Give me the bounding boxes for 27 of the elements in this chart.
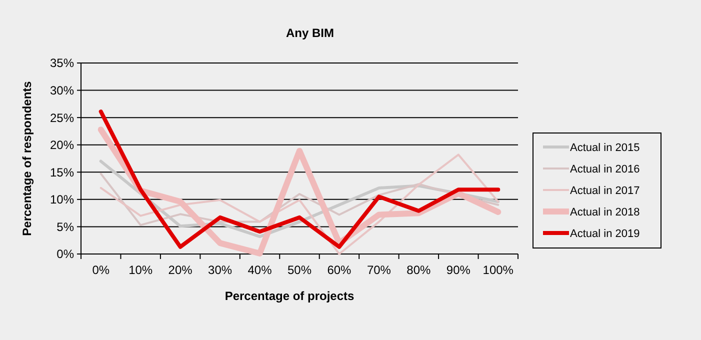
x-tick-label: 90% [446, 263, 471, 277]
x-axis-title: Percentage of projects [224, 289, 355, 303]
x-tick-label: 40% [248, 263, 272, 277]
y-tick-label: 0% [56, 247, 74, 262]
x-tick-label: 30% [208, 263, 232, 277]
legend-label: Actual in 2018 [570, 206, 640, 218]
legend-label: Actual in 2019 [570, 228, 640, 240]
y-tick-label: 20% [50, 138, 74, 152]
legend-label: Actual in 2017 [570, 184, 640, 197]
y-tick-label: 25% [50, 110, 74, 125]
x-tick-label: 70% [366, 263, 392, 277]
x-tick-label: 20% [168, 263, 193, 277]
y-tick-label: 30% [50, 83, 74, 98]
legend-label: Actual in 2015 [570, 142, 640, 154]
x-tick-label: 10% [128, 263, 153, 277]
x-tick-label: 60% [327, 263, 352, 277]
legend-label: Actual in 2016 [570, 163, 640, 176]
x-tick-label: 80% [406, 263, 432, 277]
x-tick-label: 50% [287, 263, 312, 277]
y-tick-label: 5% [56, 220, 74, 234]
x-tick-label: 100% [482, 263, 514, 277]
x-tick-label: 0% [92, 263, 110, 277]
chart-title: Any BIM [286, 26, 334, 40]
y-tick-label: 35% [50, 56, 74, 70]
y-tick-label: 15% [50, 165, 74, 180]
y-axis-title: Percentage of respondents [20, 80, 34, 236]
y-tick-label: 10% [50, 192, 74, 207]
